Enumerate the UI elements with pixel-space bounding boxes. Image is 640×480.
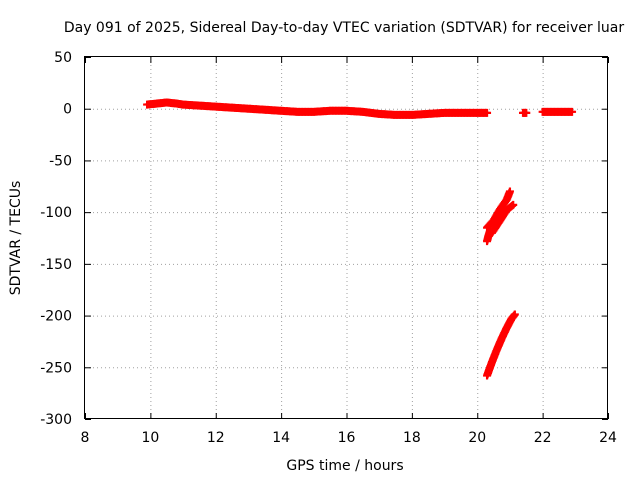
y-tick-label: -200 — [40, 309, 72, 325]
data-point — [505, 187, 514, 196]
grid-lines — [85, 57, 608, 419]
y-tick-label: -250 — [40, 360, 72, 376]
data-point — [510, 310, 519, 319]
data-point — [483, 108, 492, 117]
x-tick-label: 10 — [141, 430, 159, 446]
segment-late-band — [538, 107, 577, 116]
segment-branch-upper-a — [483, 187, 514, 232]
x-tick-label: 22 — [534, 430, 552, 446]
x-tick-label: 12 — [207, 430, 225, 446]
segment-short-arc — [519, 108, 531, 117]
y-tick-labels: -300 -250 -200 -150 -100 -50 0 50 — [40, 50, 72, 428]
y-tick-label: -100 — [40, 205, 72, 221]
segment-main-band — [143, 98, 492, 119]
data-point — [486, 225, 495, 234]
x-tick-labels: 8 10 12 14 16 18 20 22 24 — [81, 430, 617, 446]
chart-title: Day 091 of 2025, Sidereal Day-to-day VTE… — [64, 20, 625, 36]
data-points — [143, 98, 577, 380]
x-tick-label: 8 — [81, 430, 90, 446]
y-tick-label: -300 — [40, 412, 72, 428]
x-tick-label: 18 — [403, 430, 421, 446]
data-point — [509, 200, 518, 209]
x-tick-label: 24 — [599, 430, 617, 446]
y-tick-label: -50 — [49, 153, 72, 169]
x-tick-label: 16 — [338, 430, 356, 446]
segment-branch-upper-b — [487, 200, 518, 237]
segment-branch-lower — [483, 310, 519, 380]
plot-frame — [84, 56, 608, 419]
segment-branch-upper-c — [483, 225, 495, 246]
x-tick-label: 14 — [272, 430, 290, 446]
y-tick-label: 0 — [63, 102, 72, 118]
y-tick-label: -150 — [40, 257, 72, 273]
y-axis-label: SDTVAR / TECUs — [8, 181, 24, 296]
x-axis-label: GPS time / hours — [286, 458, 403, 474]
axis-ticks — [85, 57, 609, 420]
x-tick-label: 20 — [468, 430, 486, 446]
y-tick-label: 50 — [54, 50, 72, 66]
data-point — [568, 107, 577, 116]
data-point — [522, 108, 531, 117]
